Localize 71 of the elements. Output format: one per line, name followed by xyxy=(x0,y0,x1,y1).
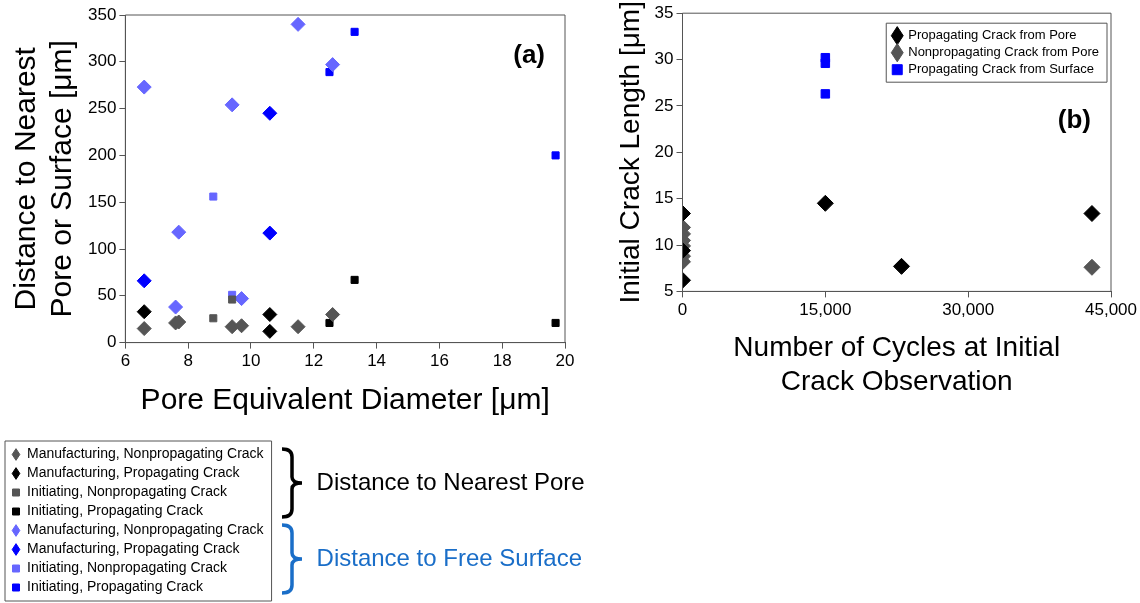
y-tick-label: 50 xyxy=(97,285,117,305)
point xyxy=(350,275,359,284)
legend-label: Initiating, Propagating Crack xyxy=(27,502,204,519)
point xyxy=(136,304,152,320)
point xyxy=(136,273,152,289)
annotation: (a) xyxy=(513,39,545,70)
y-axis-title: Distance to Nearest Pore or Surface [μm] xyxy=(8,40,78,318)
y-tick-label: 150 xyxy=(87,191,117,211)
legend-label: Initiating, Propagating Crack xyxy=(27,578,204,595)
point xyxy=(262,225,278,241)
legend-label: Propagating Crack from Pore xyxy=(908,27,1077,43)
point xyxy=(224,97,240,113)
point xyxy=(262,323,278,339)
y-tick-label: 350 xyxy=(87,4,117,24)
text: Distance to Nearest Pore xyxy=(316,467,585,495)
y-tick-label: 35 xyxy=(654,2,674,22)
x-tick-label: 15,000 xyxy=(799,300,852,320)
point xyxy=(228,295,237,304)
x-tick-label: 45,000 xyxy=(1085,300,1137,320)
y-tick-label: 100 xyxy=(87,238,117,258)
legend-label: Manufacturing, Nonpropagating Crack xyxy=(27,445,265,462)
point xyxy=(136,79,152,95)
x-tick-label: 12 xyxy=(304,351,324,371)
legend-label: Initiating, Nonpropagating Crack xyxy=(27,559,229,576)
point xyxy=(290,319,306,335)
y-tick-label: 10 xyxy=(654,234,674,254)
y-tick-label: 200 xyxy=(87,145,117,165)
y-tick-label: 30 xyxy=(654,49,674,69)
point xyxy=(262,307,278,323)
x-tick-label: 10 xyxy=(241,351,261,371)
legend-label: Nonpropagating Crack from Pore xyxy=(908,44,1100,60)
point xyxy=(350,27,359,36)
point xyxy=(325,307,341,323)
point xyxy=(209,314,218,323)
point xyxy=(551,151,560,160)
y-tick-label: 0 xyxy=(106,332,117,352)
point xyxy=(234,291,250,307)
x-tick-label: 0 xyxy=(677,300,688,320)
point xyxy=(209,192,218,201)
x-axis-title: Number of Cycles at Initial Crack Observation xyxy=(733,331,1061,396)
x-tick-label: 20 xyxy=(555,351,575,371)
x-tick-label: 30,000 xyxy=(942,300,995,320)
annotation: (b) xyxy=(1057,104,1091,135)
y-tick-label: 20 xyxy=(654,141,674,161)
y-tick-label: 25 xyxy=(654,95,674,115)
x-tick-label: 6 xyxy=(120,351,131,371)
x-tick-label: 8 xyxy=(183,351,193,371)
point xyxy=(171,224,187,240)
text: Distance to Free Surface xyxy=(316,543,583,571)
point xyxy=(262,105,278,121)
y-tick-label: 250 xyxy=(87,98,117,118)
x-tick-label: 14 xyxy=(367,351,387,371)
y-tick-label: 300 xyxy=(87,51,117,71)
legend-label: Manufacturing, Propagating Crack xyxy=(27,464,241,481)
x-axis-title: Pore Equivalent Diameter [μm] xyxy=(140,382,550,416)
x-tick-label: 18 xyxy=(492,351,512,371)
legend-label: Initiating, Nonpropagating Crack xyxy=(27,483,229,500)
point xyxy=(290,16,306,32)
y-axis-title: Initial Crack Length [μm] xyxy=(613,1,645,304)
x-tick-label: 16 xyxy=(429,351,449,371)
legend-label: Propagating Crack from Surface xyxy=(908,61,1094,77)
point xyxy=(168,299,184,315)
y-tick-label: 15 xyxy=(654,188,674,208)
point xyxy=(136,321,152,337)
point xyxy=(234,318,250,334)
point xyxy=(551,318,560,327)
point xyxy=(325,318,334,327)
point xyxy=(325,57,341,73)
y-tick-label: 5 xyxy=(664,281,674,301)
legend-label: Manufacturing, Propagating Crack xyxy=(27,540,241,557)
legend-label: Manufacturing, Nonpropagating Crack xyxy=(27,521,265,538)
